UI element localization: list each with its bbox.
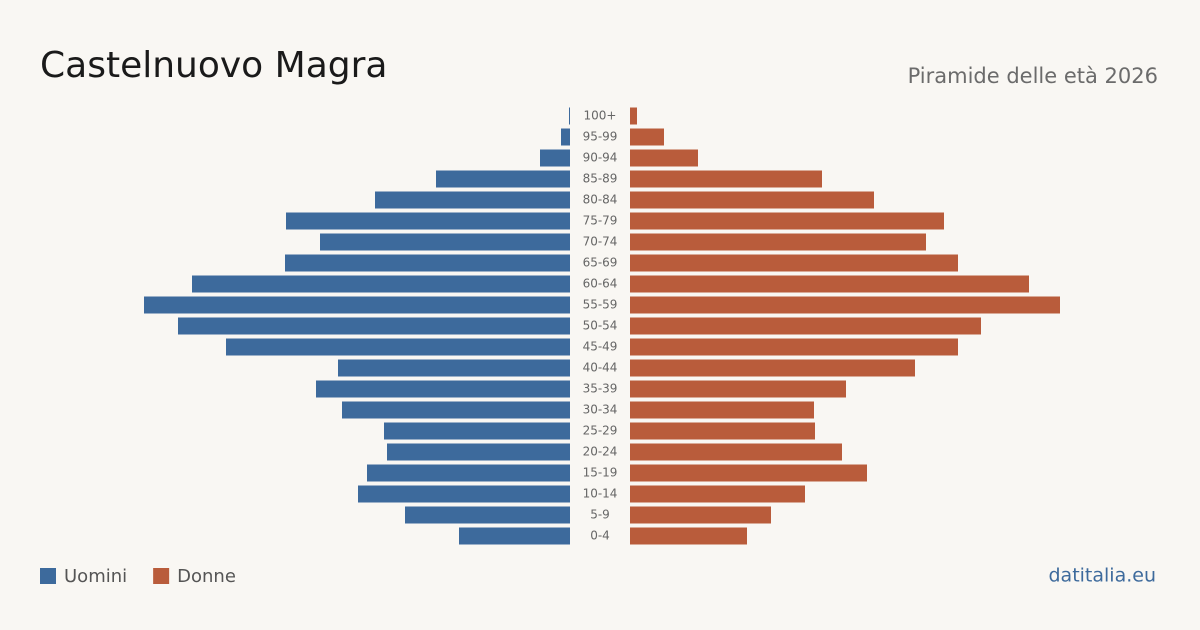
bar (630, 317, 981, 335)
legend-swatch (153, 568, 170, 584)
bar (569, 107, 570, 125)
bar (358, 485, 570, 503)
chart-subtitle: Piramide delle età 2026 (908, 64, 1158, 88)
age-label: 30-34 (583, 403, 618, 417)
bar (338, 359, 570, 377)
bar (630, 275, 1029, 293)
bar (367, 464, 570, 482)
bar (630, 380, 846, 398)
bar (630, 401, 814, 419)
bar (630, 485, 805, 503)
bar (630, 422, 815, 440)
age-label: 40-44 (583, 361, 618, 375)
bar (630, 527, 747, 545)
age-label: 0-4 (590, 529, 610, 543)
bar (630, 128, 664, 146)
age-label: 65-69 (583, 256, 618, 270)
age-label: 50-54 (583, 319, 618, 333)
age-label: 25-29 (583, 424, 618, 438)
age-label: 45-49 (583, 340, 618, 354)
chart-title: Castelnuovo Magra (40, 45, 387, 86)
bar (286, 212, 570, 230)
age-label: 75-79 (583, 214, 618, 228)
bar (630, 359, 915, 377)
legend-label: Uomini (64, 566, 127, 587)
legend-label: Donne (177, 566, 236, 587)
age-label: 80-84 (583, 193, 618, 207)
age-label: 35-39 (583, 382, 618, 396)
bar (436, 170, 570, 188)
bar (285, 254, 570, 272)
bar (561, 128, 570, 146)
age-label: 55-59 (583, 298, 618, 312)
bar (320, 233, 570, 251)
bar (630, 107, 637, 125)
bar (630, 296, 1060, 314)
bar (630, 338, 958, 356)
bar (387, 443, 570, 461)
age-label: 95-99 (583, 130, 618, 144)
bar (630, 443, 842, 461)
bar (405, 506, 570, 524)
bar (630, 170, 822, 188)
bar (342, 401, 570, 419)
age-label: 10-14 (583, 487, 618, 501)
bar (192, 275, 570, 293)
age-label: 100+ (584, 109, 617, 123)
bar (630, 212, 944, 230)
age-label: 70-74 (583, 235, 618, 249)
bar (630, 233, 926, 251)
age-label: 85-89 (583, 172, 618, 186)
source: datitalia.eu (1049, 565, 1157, 587)
age-label: 90-94 (583, 151, 618, 165)
bar (226, 338, 570, 356)
bar (459, 527, 570, 545)
bar (630, 254, 958, 272)
age-label: 15-19 (583, 466, 618, 480)
bar (316, 380, 570, 398)
bar (630, 191, 874, 209)
bar (630, 464, 867, 482)
bar (144, 296, 570, 314)
age-label: 5-9 (590, 508, 610, 522)
bar (384, 422, 570, 440)
age-label: 20-24 (583, 445, 618, 459)
bar (630, 506, 771, 524)
bar (630, 149, 698, 167)
age-label: 60-64 (583, 277, 618, 291)
legend-swatch (40, 568, 56, 584)
bar (178, 317, 570, 335)
bar (375, 191, 570, 209)
bar (540, 149, 570, 167)
